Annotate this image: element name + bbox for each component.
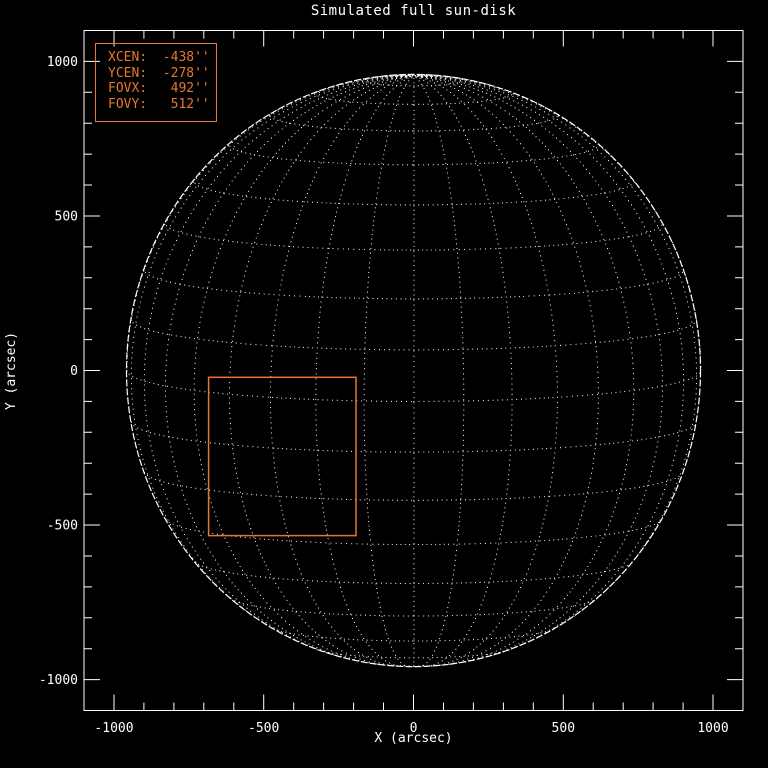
legend-line-fovy: FOVY: 512'' <box>108 96 210 112</box>
x-tick-label: -500 <box>248 721 279 736</box>
x-tick-label: 0 <box>410 721 418 736</box>
solar-limb <box>125 73 702 668</box>
plot-title: Simulated full sun-disk <box>310 3 517 19</box>
y-tick-label: 0 <box>70 364 78 379</box>
x-tick-label: 1000 <box>697 721 728 736</box>
x-axis-label: X (arcsec) <box>374 731 453 746</box>
plot-frame <box>83 30 744 711</box>
x-tick-label: 500 <box>552 721 575 736</box>
y-tick-label: -500 <box>47 519 78 534</box>
y-tick-label: 1000 <box>47 55 78 70</box>
solar-grid-dots <box>126 73 702 668</box>
y-tick-label: 500 <box>55 210 78 225</box>
legend-line-fovx: FOVX: 492'' <box>108 81 210 96</box>
axis-ticks <box>84 30 743 711</box>
y-axis-label: Y (arcsec) <box>4 331 19 411</box>
legend-line-ycen: YCEN: -278'' <box>108 65 210 81</box>
x-tick-label: -1000 <box>94 721 133 736</box>
legend-line-xcen: XCEN: -438'' <box>108 50 210 65</box>
fov-rectangle <box>207 376 357 537</box>
fov-legend-box: XCEN: -438'' YCEN: -278'' FOVX: 492'' FO… <box>95 43 217 122</box>
y-tick-label: -1000 <box>39 673 78 688</box>
